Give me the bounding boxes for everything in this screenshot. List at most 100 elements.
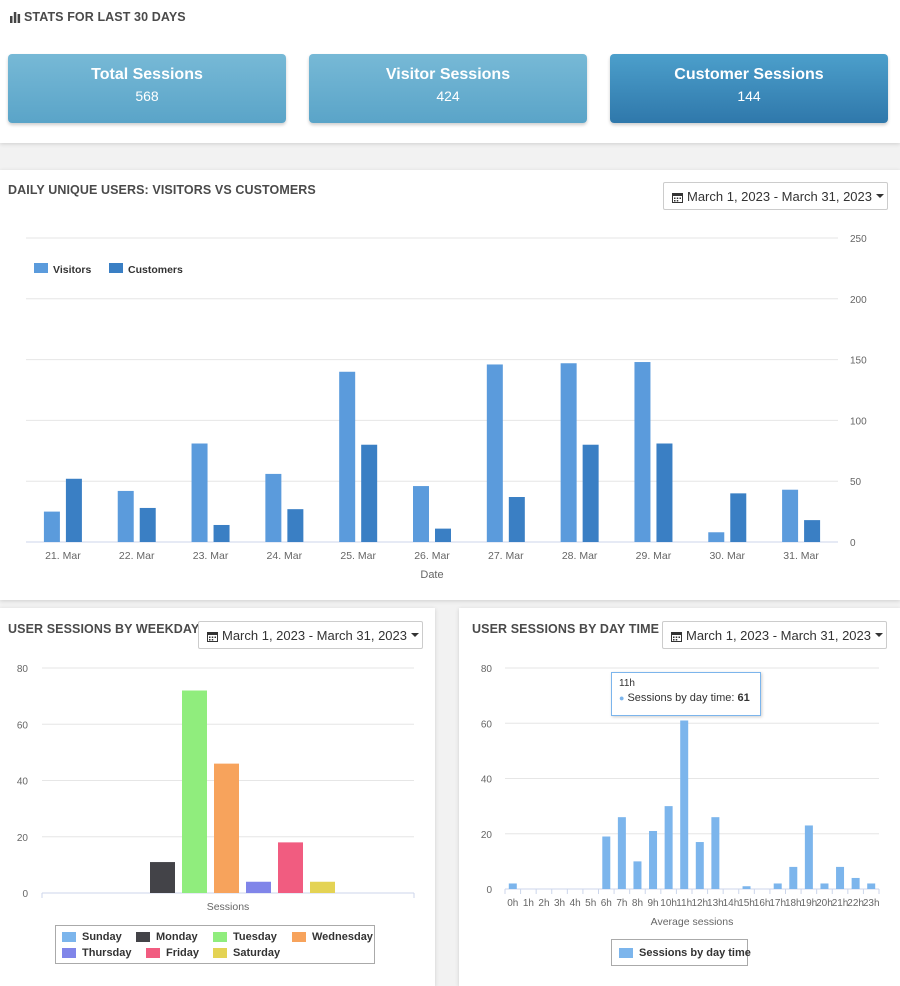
bar-visitors [339, 371, 356, 542]
weekday-date-range-text: March 1, 2023 - March 31, 2023 [222, 627, 407, 643]
bar-19h [804, 825, 813, 889]
bar-friday [278, 842, 303, 893]
x-tick-label: 28. Mar [562, 550, 598, 562]
legend-item-friday[interactable]: Friday [146, 947, 199, 959]
bar-customers [582, 444, 599, 542]
y-tick-label: 40 [17, 777, 29, 788]
x-tick-label: 11h [676, 898, 692, 909]
legend-item-sessions-by-day-time[interactable]: Sessions by day time [619, 947, 751, 959]
legend-item-tuesday[interactable]: Tuesday [213, 931, 277, 943]
bar-visitors [782, 489, 799, 542]
caret-down-icon [411, 633, 419, 637]
legend-label-visitors: Visitors [53, 264, 91, 276]
legend-label: Tuesday [233, 931, 277, 943]
legend-item-sunday[interactable]: Sunday [62, 931, 122, 943]
x-tick-label: 7h [616, 898, 627, 909]
legend-item-thursday[interactable]: Thursday [62, 947, 132, 959]
bar-17h [773, 883, 782, 889]
x-tick-label: 2h [538, 898, 549, 909]
y-tick-label: 20 [481, 830, 493, 841]
customer-sessions-value: 144 [737, 88, 761, 104]
legend-label-customers: Customers [128, 264, 183, 276]
x-tick-label: 21h [832, 898, 849, 909]
daily-users-chart: 0 50 100 150 200 250 21. Mar 22. Mar 23. Mar 24. … [26, 234, 867, 581]
daily-date-range-button[interactable]: March 1, 2023 - March 31, 2023 [663, 182, 888, 210]
bar-customers [508, 497, 525, 542]
x-tick-label: 9h [647, 898, 658, 909]
daytime-legend: Sessions by day time [611, 939, 751, 966]
x-tick-label: 0h [507, 898, 518, 909]
weekday-title: USER SESSIONS BY WEEKDAY [8, 622, 200, 636]
x-tick-label: 29. Mar [636, 550, 672, 562]
bar-customers [361, 444, 378, 542]
bar-chart-icon [9, 10, 21, 23]
bar-customers [804, 520, 821, 542]
bar-23h [867, 883, 876, 889]
x-tick-label: 4h [570, 898, 581, 909]
legend-swatch [213, 948, 227, 958]
x-tick-label: 23. Mar [193, 550, 229, 562]
daytime-date-range-button[interactable]: March 1, 2023 - March 31, 2023 [662, 621, 887, 649]
daily-users-title: DAILY UNIQUE USERS: VISITORS VS CUSTOMER… [8, 183, 316, 197]
customer-sessions-label: Customer Sessions [674, 66, 824, 83]
legend-label: Monday [156, 931, 198, 943]
legend-swatch-visitors [34, 263, 48, 273]
visitor-sessions-label: Visitor Sessions [385, 66, 511, 83]
bar-21h [836, 866, 845, 889]
bar-13h [711, 817, 720, 889]
y-tick-label: 200 [850, 295, 867, 306]
bar-visitors [265, 473, 282, 542]
x-tick-label: 31. Mar [783, 550, 819, 562]
y-tick-label: 0 [850, 538, 856, 549]
tooltip-series: Sessions by day time [627, 692, 732, 704]
daytime-tooltip: 11h ● Sessions by day time: 61 [611, 672, 761, 716]
x-tick-label: 6h [601, 898, 612, 909]
bar-22h [851, 877, 860, 889]
bar-customers [730, 493, 747, 542]
bar-9h [649, 830, 658, 889]
x-tick-label: 27. Mar [488, 550, 524, 562]
bar-8h [633, 861, 642, 889]
bar-12h [695, 842, 704, 889]
legend-swatch [62, 932, 76, 942]
legend-swatch [292, 932, 306, 942]
x-axis-label: Date [420, 569, 443, 581]
x-tick-label: 1h [523, 898, 534, 909]
y-tick-label: 150 [850, 356, 867, 367]
bar-18h [789, 866, 798, 889]
bar-customers [656, 443, 673, 542]
x-tick-label: 10h [660, 898, 677, 909]
y-tick-label: 20 [17, 833, 29, 844]
bar-visitors [634, 362, 651, 542]
bar-15h [742, 886, 751, 889]
legend-item-monday[interactable]: Monday [136, 931, 198, 943]
weekday-legend: Sunday Monday Tuesday Wednesday Thursday Frid… [55, 925, 375, 964]
x-tick-label: 13h [707, 898, 724, 909]
weekday-panel: USER SESSIONS BY WEEKDAY March 1, 2023 -… [0, 608, 435, 986]
bar-customers [287, 509, 304, 542]
y-tick-label: 50 [850, 477, 862, 488]
x-tick-label: 23h [863, 898, 880, 909]
legend-swatch [136, 932, 150, 942]
bar-visitors [560, 363, 577, 542]
bar-visitors [43, 511, 60, 542]
legend-item-wednesday[interactable]: Wednesday [292, 931, 373, 943]
bar-visitors [117, 490, 134, 542]
daytime-panel: USER SESSIONS BY DAY TIME March 1, 2023 … [459, 608, 900, 986]
x-tick-label: 22h [847, 898, 864, 909]
bar-customers [65, 478, 82, 542]
x-tick-label: 15h [738, 898, 755, 909]
daytime-date-range-text: March 1, 2023 - March 31, 2023 [686, 627, 871, 643]
legend-item-saturday[interactable]: Saturday [213, 947, 280, 959]
total-sessions-label: Total Sessions [91, 66, 203, 83]
bar-visitors [191, 443, 208, 542]
legend-label: Friday [166, 947, 200, 959]
y-tick-label: 40 [481, 775, 493, 786]
weekday-date-range-button[interactable]: March 1, 2023 - March 31, 2023 [198, 621, 423, 649]
legend-label: Saturday [233, 947, 281, 959]
total-sessions-card: Total Sessions 568 [8, 54, 286, 123]
caret-down-icon [876, 194, 884, 198]
x-tick-label: 3h [554, 898, 565, 909]
bar-customers [435, 528, 451, 542]
bar-20h [820, 883, 829, 889]
